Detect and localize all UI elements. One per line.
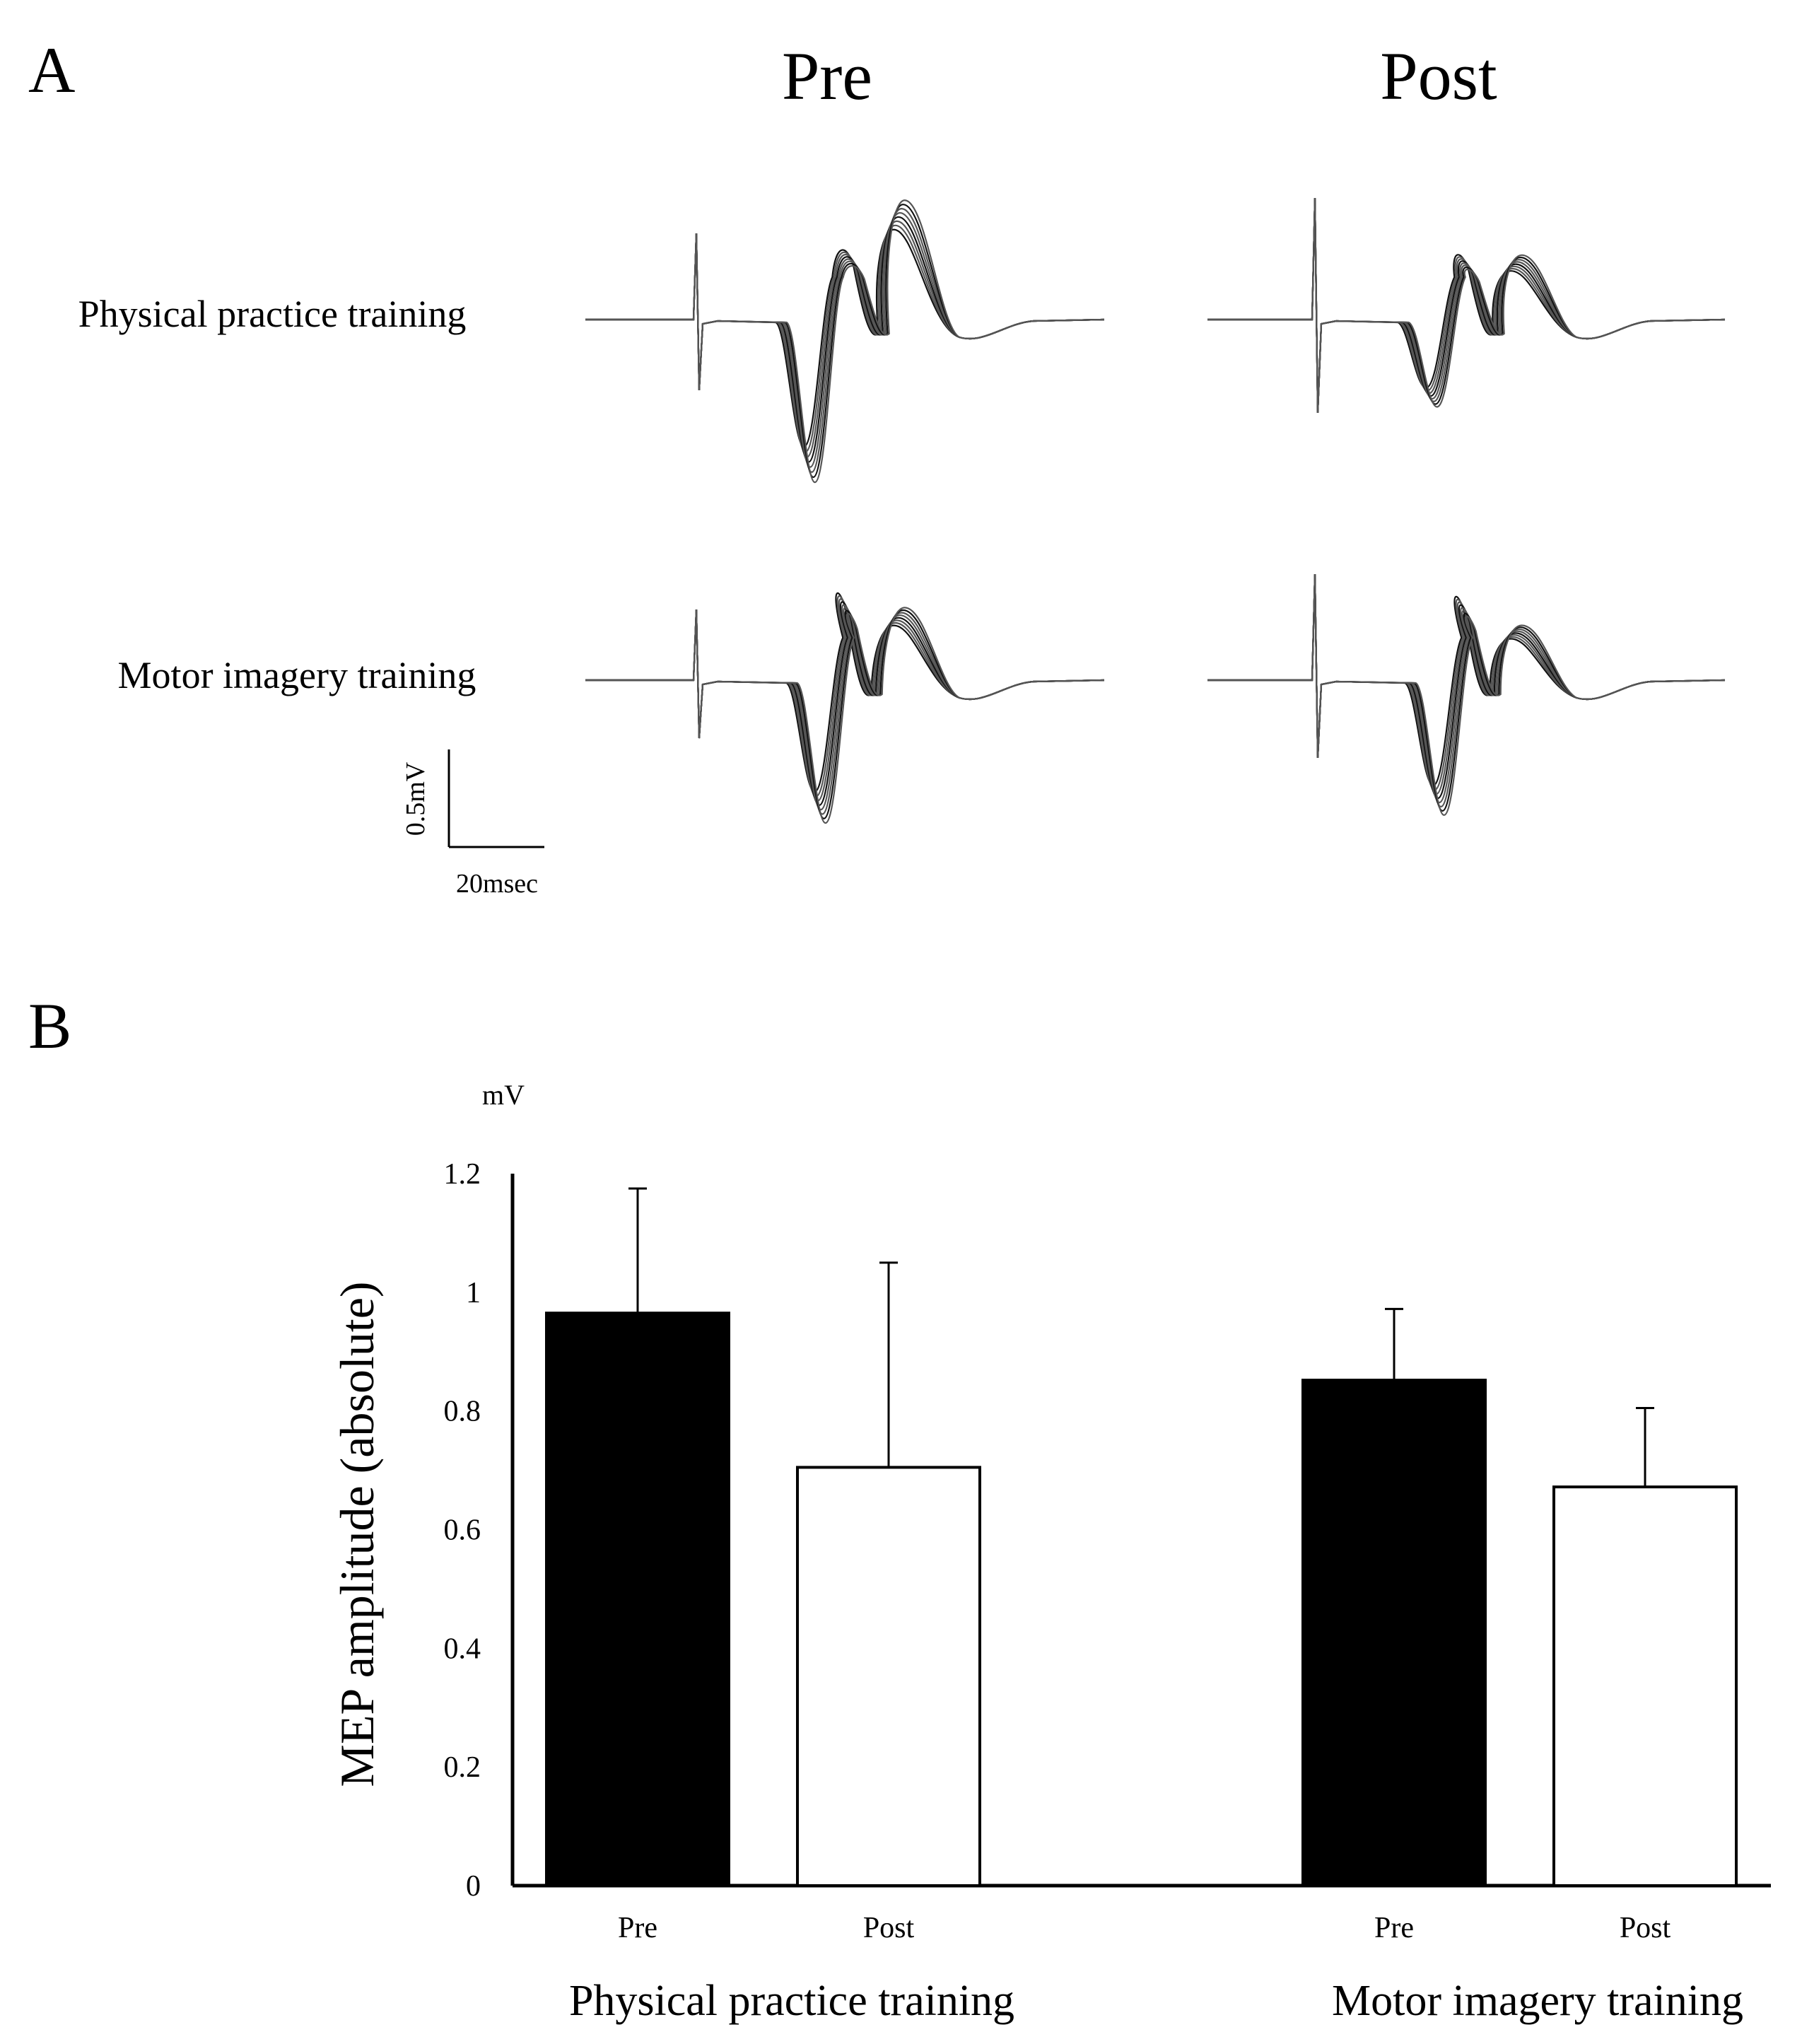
bars bbox=[545, 1187, 1738, 1888]
y-tick-labels: 0 0.2 0.4 0.6 0.8 1 1.2 bbox=[444, 1158, 481, 1903]
x-category-labels: Pre Post Physical practice training Pre Post… bbox=[569, 1912, 1743, 2025]
mep-trace-line bbox=[1207, 573, 1726, 808]
bar-physical-post bbox=[796, 1466, 981, 1887]
row-label-imagery: Motor imagery training bbox=[118, 654, 476, 696]
scale-time-label: 20msec bbox=[456, 869, 538, 899]
panel-a-letter: A bbox=[28, 34, 75, 106]
y-tick-label: 1 bbox=[466, 1277, 481, 1309]
mep-trace-line bbox=[1207, 197, 1726, 414]
scale-bar: 0.5mV 20msec bbox=[401, 749, 544, 899]
mep-trace-line bbox=[585, 204, 1105, 479]
y-axis-title: MEP amplitude (absolute) bbox=[330, 1281, 384, 1787]
y-tick-label: 0.2 bbox=[444, 1751, 481, 1784]
group-label-physical: Physical practice training bbox=[569, 1977, 1014, 2025]
mep-trace-line bbox=[1207, 197, 1726, 414]
mep-trace-line bbox=[1207, 197, 1726, 414]
mep-trace-line bbox=[585, 224, 1105, 453]
mep-trace-line bbox=[585, 216, 1105, 463]
x-label-physical-post: Post bbox=[863, 1912, 915, 1944]
y-tick-label: 1.2 bbox=[444, 1158, 481, 1191]
mep-trace-line bbox=[1207, 573, 1726, 804]
column-heading-post: Post bbox=[1380, 38, 1497, 114]
mep-trace-line bbox=[585, 607, 1105, 824]
bar-imagery-pre bbox=[1301, 1379, 1487, 1887]
mep-trace-line bbox=[1207, 197, 1726, 414]
mep-traces-imagery-pre bbox=[585, 592, 1105, 824]
bar-physical-pre bbox=[545, 1312, 730, 1888]
mep-trace-line bbox=[585, 228, 1105, 448]
y-tick-label: 0.4 bbox=[444, 1633, 481, 1665]
row-label-physical: Physical practice training bbox=[78, 293, 467, 335]
column-heading-pre: Pre bbox=[782, 38, 872, 114]
y-tick-label: 0 bbox=[466, 1870, 481, 1903]
x-label-physical-pre: Pre bbox=[618, 1912, 657, 1944]
mep-trace-line bbox=[1207, 573, 1726, 816]
y-tick-label: 0.8 bbox=[444, 1396, 481, 1428]
mep-trace-line bbox=[1207, 573, 1726, 795]
mep-trace-line bbox=[1207, 573, 1726, 812]
scale-amplitude-label: 0.5mV bbox=[401, 761, 431, 836]
mep-traces-physical-post bbox=[1207, 197, 1726, 414]
mep-trace-line bbox=[1207, 197, 1726, 414]
x-label-imagery-post: Post bbox=[1620, 1912, 1671, 1944]
mep-traces-physical-pre bbox=[585, 199, 1105, 484]
bar-imagery-post bbox=[1552, 1485, 1738, 1888]
mep-trace-line bbox=[1207, 573, 1726, 800]
bar-chart: 0 0.2 0.4 0.6 0.8 1 1.2 Pre Post Physical practi… bbox=[444, 1158, 1771, 2025]
mep-trace-line bbox=[585, 199, 1105, 484]
x-label-imagery-pre: Pre bbox=[1374, 1912, 1414, 1944]
mep-trace-line bbox=[1207, 197, 1726, 414]
group-label-imagery: Motor imagery training bbox=[1332, 1977, 1743, 2025]
mep-trace-line bbox=[1207, 197, 1726, 414]
mep-trace-line bbox=[1207, 197, 1726, 414]
mep-trace-line bbox=[585, 208, 1105, 473]
mep-traces-imagery-post bbox=[1207, 573, 1726, 816]
panel-b-letter: B bbox=[28, 990, 71, 1062]
y-tick-label: 0.6 bbox=[444, 1514, 481, 1547]
y-unit-label: mV bbox=[482, 1079, 525, 1111]
